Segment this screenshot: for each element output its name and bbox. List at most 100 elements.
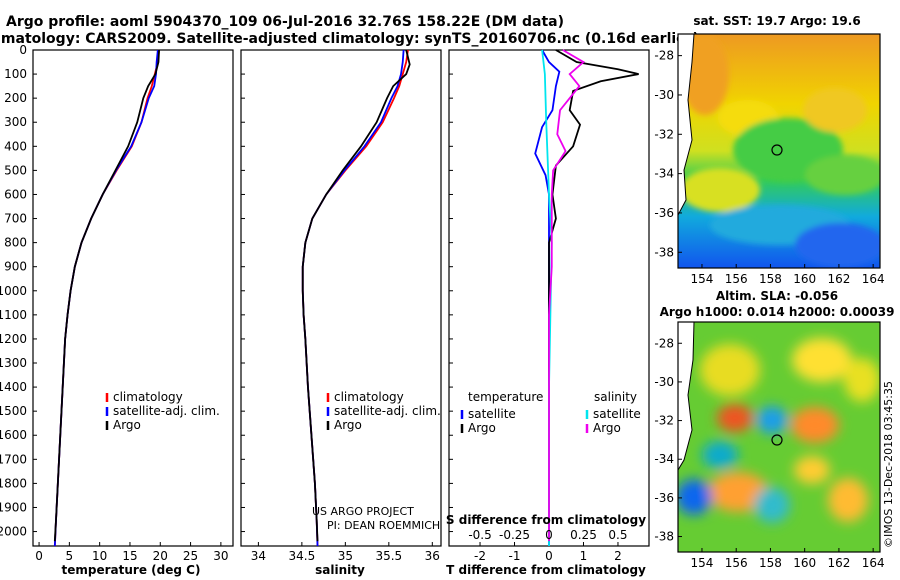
legend-label: satellite (468, 407, 516, 421)
series-line-t-argo (548, 49, 639, 542)
depth-tick-label: 400 (4, 139, 27, 153)
map-y-tick-label: -28 (654, 49, 674, 63)
x-tick-label: 20 (153, 549, 168, 563)
salinity-chart: 34 34.5 35 35.5 36 climatologysatellite-adj. … (251, 49, 441, 563)
series-line-t-satellite (534, 49, 561, 546)
depth-tick-label: 100 (4, 67, 27, 81)
map-y-tick-label: -38 (654, 530, 674, 544)
map-x-tick-label: 156 (725, 272, 748, 286)
sla-map-axes: 154 156 158 160 162 164 -28 -30 -32 -34 -36 -38 (654, 336, 884, 570)
s-tick-label: 0 (545, 528, 553, 542)
s-tick-label: -0.5 (468, 528, 491, 542)
x-tick-label: -1 (509, 549, 521, 563)
legend-label: Argo (334, 418, 362, 432)
x-tick-label: 1 (580, 549, 588, 563)
legend-label: climatology (334, 390, 404, 404)
legend-header-salinity: salinity (594, 390, 637, 404)
map-x-tick-label: 164 (862, 556, 885, 570)
map-y-tick-label: -30 (654, 88, 674, 102)
series-line-argo (53, 49, 160, 542)
x-tick-label: 10 (92, 549, 107, 563)
series-line-climatology (301, 49, 409, 547)
depth-tick-label: 500 (4, 163, 27, 177)
depth-tick-label: 1700 (0, 452, 27, 466)
map-x-tick-label: 158 (759, 272, 782, 286)
legend-label: Argo (468, 421, 496, 435)
x-tick-label: 34 (251, 549, 266, 563)
s-tick-label: 0.25 (570, 528, 597, 542)
depth-tick-label: 1100 (0, 308, 27, 322)
series-line-s-argo (548, 49, 586, 542)
legend-label: satellite-adj. clim. (113, 404, 220, 418)
x-tick-label: 0 (545, 549, 553, 563)
difference-chart: -2 -1 0 1 2 -0.5 -0.25 0 0.25 0.5 temperature salin… (460, 49, 641, 563)
depth-tick-label: 1800 (0, 476, 27, 490)
depth-tick-label: 1300 (0, 356, 27, 370)
depth-tick-label: 600 (4, 187, 27, 201)
depth-tick-label: 1200 (0, 332, 27, 346)
x-tick-label: 2 (614, 549, 622, 563)
map-x-tick-label: 162 (827, 272, 850, 286)
salinity-xlabel: salinity (315, 563, 365, 577)
x-tick-label: 5 (66, 549, 74, 563)
series-line-argo (301, 49, 411, 542)
depth-axis: 0 100 200 300 400 500 600 700 800 900 1000 1100 1200… (0, 43, 453, 539)
salinity-panel (240, 49, 442, 547)
timestamp: ©IMOS 13-Dec-2018 03:45:35 (882, 381, 895, 548)
legend-label: satellite-adj. clim. (334, 404, 441, 418)
map-x-tick-label: 160 (793, 556, 816, 570)
map-y-tick-label: -30 (654, 375, 674, 389)
temperature-panel (32, 49, 234, 547)
x-tick-label: 0 (35, 549, 43, 563)
legend-label: Argo (593, 421, 621, 435)
depth-tick-label: 200 (4, 91, 27, 105)
sla-map-subtitle: Argo h1000: 0.014 h2000: 0.00039 (660, 305, 895, 319)
map-y-tick-label: -38 (654, 245, 674, 259)
title-line-1: Argo profile: aoml 5904370_109 06-Jul-20… (6, 14, 564, 30)
sst-map (678, 34, 880, 268)
map-y-tick-label: -34 (654, 452, 674, 466)
depth-tick-label: 800 (4, 236, 27, 250)
legend-label: climatology (113, 390, 183, 404)
legend-label: Argo (113, 418, 141, 432)
depth-tick-label: 300 (4, 115, 27, 129)
depth-tick-label: 1000 (0, 284, 27, 298)
depth-tick-label: 700 (4, 212, 27, 226)
series-line-satellite-adj-clim- (301, 49, 405, 547)
sst-map-axes: 154 156 158 160 162 164 -28 -30 -32 -34 -36 -38 (654, 49, 884, 286)
map-y-tick-label: -32 (654, 127, 674, 141)
difference-xlabel: T difference from climatology (446, 563, 646, 577)
depth-tick-label: 0 (19, 43, 27, 57)
map-x-tick-label: 156 (725, 556, 748, 570)
depth-tick-label: 1500 (0, 404, 27, 418)
s-tick-label: 0.5 (608, 528, 627, 542)
x-tick-label: 25 (183, 549, 198, 563)
map-x-tick-label: 158 (759, 556, 782, 570)
x-tick-label: 15 (122, 549, 137, 563)
map-y-tick-label: -32 (654, 414, 674, 428)
map-y-tick-label: -36 (654, 206, 674, 220)
map-x-tick-label: 160 (793, 272, 816, 286)
s-tick-label: -0.25 (499, 528, 530, 542)
sla-map-frame (677, 321, 881, 553)
pi-label: PI: DEAN ROEMMICH (327, 519, 440, 532)
map-x-tick-label: 154 (691, 556, 714, 570)
depth-tick-label: 2000 (0, 525, 27, 539)
depth-tick-label: 900 (4, 260, 27, 274)
map-y-tick-label: -34 (654, 167, 674, 181)
map-y-tick-label: -28 (654, 336, 674, 350)
map-y-tick-label: -36 (654, 491, 674, 505)
legend-label: satellite (593, 407, 641, 421)
x-tick-label: 35 (338, 549, 353, 563)
project-label: US ARGO PROJECT (312, 505, 414, 518)
map-x-tick-label: 162 (827, 556, 850, 570)
sst-map-frame (677, 33, 881, 269)
x-tick-label: -2 (474, 549, 486, 563)
sla-map (678, 322, 880, 552)
depth-tick-label: 1400 (0, 380, 27, 394)
x-tick-label: 30 (213, 549, 228, 563)
title-line-2: Climatology: CARS2009. Satellite-adjuste… (0, 31, 699, 47)
depth-tick-label: 1600 (0, 428, 27, 442)
difference-top-label: S difference from climatology (446, 513, 646, 527)
